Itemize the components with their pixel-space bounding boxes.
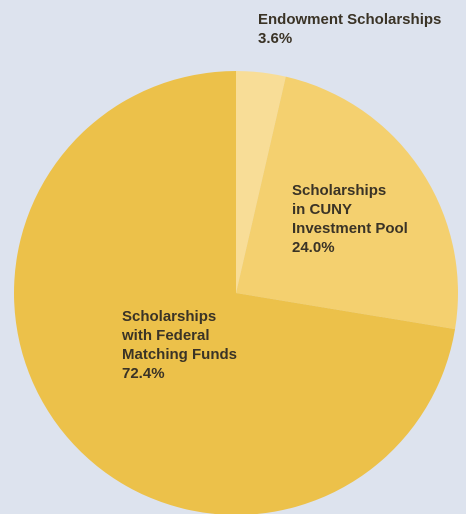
slice-value: 72.4%: [122, 365, 165, 382]
slice-value: 3.6%: [258, 30, 293, 47]
slice-label: Scholarships with Federal Matching Funds…: [122, 307, 237, 383]
pie-slice: [236, 71, 286, 293]
slice-label: Scholarships in CUNY Investment Pool 24.0…: [292, 181, 408, 257]
pie-slice: [14, 71, 456, 514]
slice-name: Scholarships in CUNY Investment Pool: [292, 182, 408, 237]
slice-value: 24.0%: [292, 239, 335, 256]
slice-name: Endowment Scholarships: [258, 11, 442, 28]
pie-slice: [236, 76, 458, 330]
slice-name: Scholarships with Federal Matching Funds: [122, 308, 237, 363]
slice-label: Endowment Scholarships 3.6%: [258, 10, 441, 48]
